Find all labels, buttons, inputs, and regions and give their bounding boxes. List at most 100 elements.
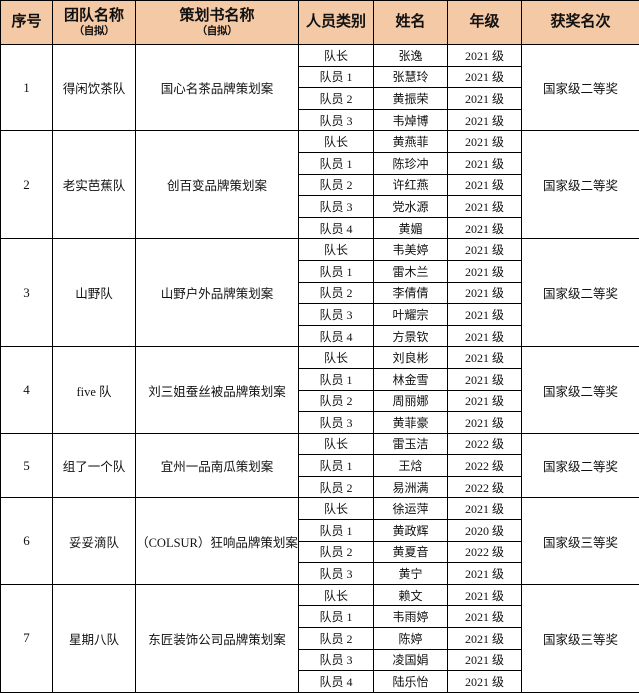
member-grade-cell: 2021 级 [448,563,522,585]
member-role-cell: 队员 2 [299,282,374,304]
member-name-cell: 党水源 [374,196,448,218]
table-header-row: 序号团队名称（自拟）策划书名称（自拟）人员类别姓名年级获奖名次 [1,1,639,45]
member-grade-cell: 2021 级 [448,368,522,390]
team-name-cell: 山野队 [53,239,136,347]
member-name-cell: 雷玉洁 [374,433,448,455]
member-name-cell: 陈珍冲 [374,152,448,174]
plan-title-cell: 国心名茶品牌策划案 [136,45,299,131]
member-role-cell: 队员 4 [299,217,374,239]
member-name-cell: 方景钦 [374,325,448,347]
team-name-cell: 星期八队 [53,584,136,692]
member-role-cell: 队长 [299,347,374,369]
member-grade-cell: 2021 级 [448,282,522,304]
member-name-cell: 黄媚 [374,217,448,239]
member-role-cell: 队员 3 [299,412,374,434]
member-grade-cell: 2021 级 [448,196,522,218]
column-header-role: 人员类别 [299,1,374,45]
member-grade-cell: 2021 级 [448,45,522,67]
member-role-cell: 队长 [299,239,374,261]
member-grade-cell: 2021 级 [448,88,522,110]
column-header-grade: 年级 [448,1,522,45]
plan-title-cell: 东匠装饰公司品牌策划案 [136,584,299,692]
team-name-cell: 得闲饮茶队 [53,45,136,131]
award-rank-cell: 国家级三等奖 [522,498,639,584]
column-header-subtitle: （自拟） [136,25,298,38]
column-header-label: 获奖名次 [522,13,639,32]
member-role-cell: 队员 4 [299,671,374,693]
member-role-cell: 队员 1 [299,368,374,390]
member-name-cell: 张逸 [374,45,448,67]
member-name-cell: 黄宁 [374,563,448,585]
member-role-cell: 队员 2 [299,390,374,412]
member-name-cell: 刘良彬 [374,347,448,369]
plan-title-cell: 宜州一品南瓜策划案 [136,433,299,498]
table-header: 序号团队名称（自拟）策划书名称（自拟）人员类别姓名年级获奖名次 [1,1,639,45]
member-name-cell: 韦焯博 [374,109,448,131]
team-sequence-cell: 6 [1,498,53,584]
member-role-cell: 队员 2 [299,541,374,563]
member-name-cell: 黄振荣 [374,88,448,110]
column-header-label: 人员类别 [299,13,373,32]
column-header-label: 团队名称 [53,7,135,26]
member-role-cell: 队员 2 [299,174,374,196]
member-grade-cell: 2021 级 [448,347,522,369]
member-role-cell: 队员 1 [299,66,374,88]
member-grade-cell: 2022 级 [448,433,522,455]
column-header-label: 姓名 [374,13,447,32]
member-role-cell: 队员 3 [299,563,374,585]
member-name-cell: 凌国娟 [374,649,448,671]
member-grade-cell: 2021 级 [448,671,522,693]
member-grade-cell: 2021 级 [448,628,522,650]
plan-title-cell: （COLSUR）狂响品牌策划案 [136,498,299,584]
member-role-cell: 队员 2 [299,88,374,110]
column-header-seq: 序号 [1,1,53,45]
plan-title-cell: 刘三姐蚕丝被品牌策划案 [136,347,299,433]
plan-title-cell: 创百变品牌策划案 [136,131,299,239]
member-grade-cell: 2021 级 [448,260,522,282]
team-name-cell: 组了一个队 [53,433,136,498]
member-grade-cell: 2021 级 [448,217,522,239]
member-role-cell: 队员 3 [299,196,374,218]
member-grade-cell: 2021 级 [448,498,522,520]
member-name-cell: 陈婷 [374,628,448,650]
member-grade-cell: 2021 级 [448,66,522,88]
team-name-cell: 老实芭蕉队 [53,131,136,239]
member-role-cell: 队员 3 [299,109,374,131]
column-header-label: 策划书名称 [136,7,298,26]
column-header-plan: 策划书名称（自拟） [136,1,299,45]
member-grade-cell: 2021 级 [448,239,522,261]
member-grade-cell: 2021 级 [448,152,522,174]
member-grade-cell: 2021 级 [448,304,522,326]
member-name-cell: 叶耀宗 [374,304,448,326]
team-name-cell: five 队 [53,347,136,433]
member-name-cell: 陆乐怡 [374,671,448,693]
member-role-cell: 队员 1 [299,260,374,282]
member-name-cell: 张慧玲 [374,66,448,88]
member-grade-cell: 2021 级 [448,325,522,347]
award-rank-cell: 国家级二等奖 [522,239,639,347]
member-role-cell: 队长 [299,45,374,67]
member-grade-cell: 2021 级 [448,584,522,606]
member-name-cell: 林金雪 [374,368,448,390]
member-grade-cell: 2021 级 [448,109,522,131]
column-header-name: 姓名 [374,1,448,45]
column-header-award: 获奖名次 [522,1,639,45]
member-grade-cell: 2021 级 [448,174,522,196]
member-grade-cell: 2022 级 [448,541,522,563]
member-grade-cell: 2021 级 [448,606,522,628]
member-grade-cell: 2021 级 [448,390,522,412]
member-role-cell: 队员 1 [299,520,374,542]
column-header-subtitle: （自拟） [53,25,135,38]
member-role-cell: 队长 [299,131,374,153]
team-sequence-cell: 4 [1,347,53,433]
team-sequence-cell: 7 [1,584,53,692]
member-grade-cell: 2022 级 [448,476,522,498]
member-name-cell: 王焓 [374,455,448,477]
member-name-cell: 赖文 [374,584,448,606]
member-role-cell: 队长 [299,498,374,520]
member-grade-cell: 2022 级 [448,455,522,477]
